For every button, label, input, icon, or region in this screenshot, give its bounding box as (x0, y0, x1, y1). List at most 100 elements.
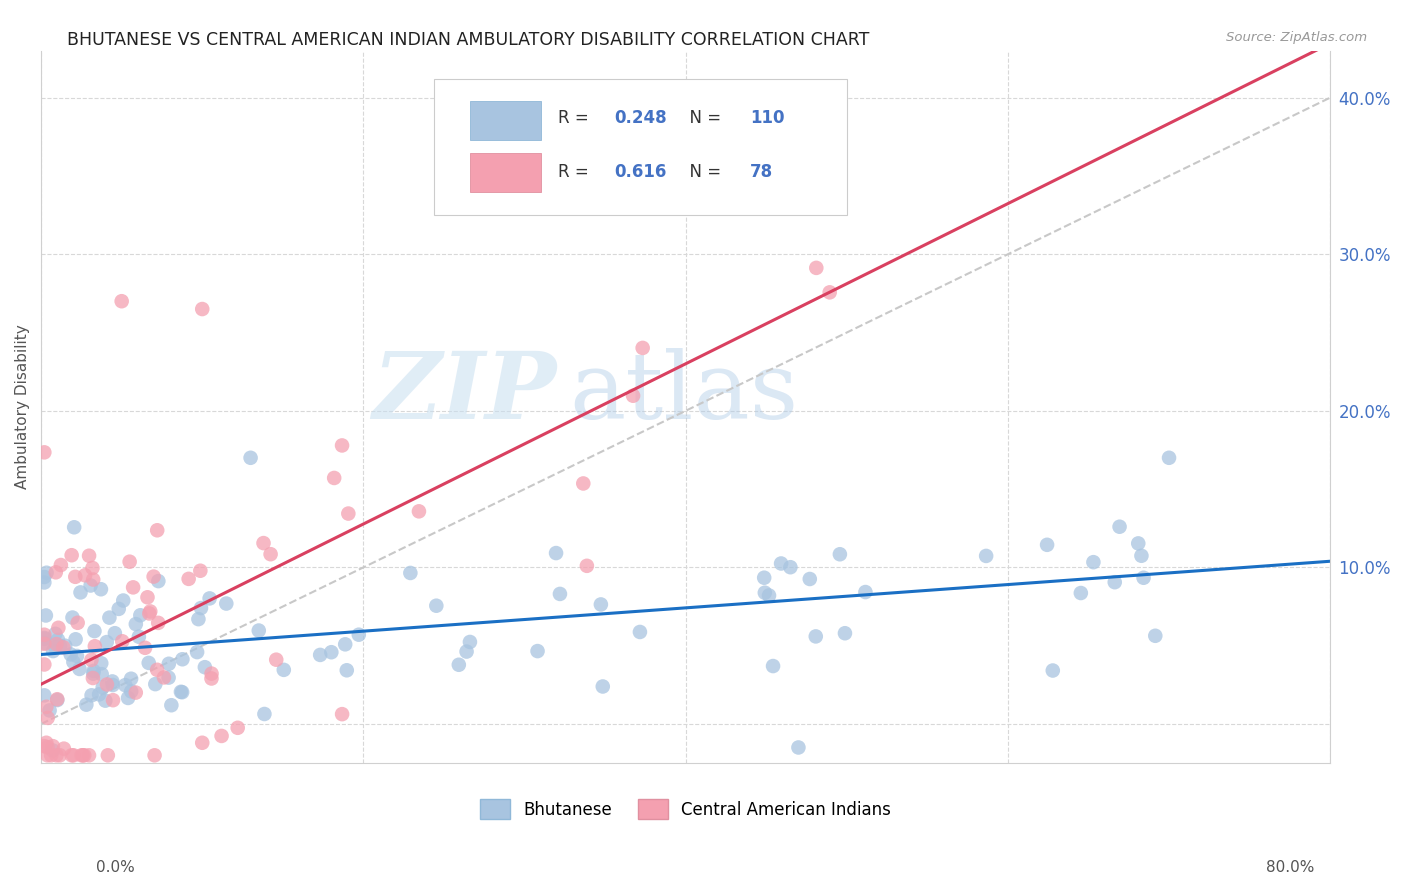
Point (1130, 549, 1153, 563)
Text: 80.0%: 80.0% (1267, 860, 1315, 874)
Point (575, 558, 598, 573)
Point (157, 657, 180, 671)
Point (762, 659, 785, 673)
Point (621, 389, 644, 403)
Point (138, 607, 160, 621)
Point (112, 593, 135, 607)
Point (321, 645, 343, 659)
Point (46, 692, 69, 706)
Point (34, 575, 56, 590)
Point (259, 547, 281, 561)
Point (94, 693, 117, 707)
Point (77, 748, 100, 763)
Point (787, 740, 810, 755)
Point (799, 572, 821, 586)
Point (66, 615, 89, 630)
Point (215, 597, 238, 611)
Point (34, 636, 56, 650)
Point (239, 450, 262, 465)
Point (98, 610, 121, 624)
FancyBboxPatch shape (471, 101, 541, 140)
Point (39, 748, 62, 763)
Point (146, 523, 169, 537)
Point (44, 627, 66, 641)
Point (53, 639, 76, 653)
Point (34, 445, 56, 459)
Point (138, 656, 160, 670)
Point (45, 637, 67, 651)
Point (34, 570, 56, 584)
Point (117, 690, 139, 705)
Legend: Bhutanese, Central American Indians: Bhutanese, Central American Indians (474, 792, 897, 826)
Point (190, 601, 212, 615)
Point (52, 640, 75, 655)
Point (35, 566, 58, 580)
Point (589, 598, 612, 612)
Point (148, 574, 170, 588)
Point (855, 585, 877, 599)
Text: atlas: atlas (569, 348, 799, 438)
Point (806, 260, 828, 275)
Point (191, 301, 214, 316)
Text: N =: N = (679, 109, 727, 127)
Point (35, 699, 58, 714)
Point (65, 570, 87, 584)
Point (211, 729, 233, 743)
Point (1132, 571, 1154, 585)
Point (754, 585, 776, 599)
FancyBboxPatch shape (471, 153, 541, 192)
Point (456, 644, 478, 658)
Point (336, 663, 359, 677)
Point (186, 645, 208, 659)
Point (42, 644, 65, 658)
Point (45, 748, 67, 763)
Point (65, 632, 87, 647)
Point (572, 476, 595, 491)
Point (191, 736, 214, 750)
Point (128, 630, 150, 644)
Point (42, 739, 65, 754)
Point (96, 677, 118, 691)
Point (323, 471, 346, 485)
Point (90, 657, 112, 671)
Point (70, 748, 93, 763)
Point (101, 693, 124, 707)
Point (82, 561, 104, 575)
Point (77, 549, 100, 563)
Y-axis label: Ambulatory Disability: Ambulatory Disability (15, 325, 30, 490)
Point (804, 629, 827, 643)
Point (37, 740, 59, 755)
Point (226, 721, 249, 735)
Point (758, 589, 780, 603)
Point (628, 624, 651, 639)
Point (34, 628, 56, 642)
Point (1083, 555, 1105, 569)
Point (177, 572, 200, 586)
Point (264, 653, 287, 667)
Point (200, 666, 222, 681)
Point (80, 653, 103, 667)
Point (35, 608, 58, 623)
Point (425, 599, 447, 613)
Point (42, 743, 65, 757)
Text: 110: 110 (749, 109, 785, 127)
Point (187, 612, 209, 626)
Point (49, 558, 72, 572)
Point (34, 739, 56, 754)
Point (1128, 536, 1150, 550)
Point (139, 604, 162, 618)
Point (153, 670, 176, 684)
Point (170, 685, 193, 699)
Text: R =: R = (558, 163, 593, 181)
Point (62, 748, 84, 763)
Point (143, 677, 166, 691)
Point (59, 648, 82, 662)
Point (779, 560, 801, 574)
Point (1104, 575, 1126, 590)
Point (79, 578, 101, 592)
Point (458, 635, 481, 649)
Point (1144, 629, 1167, 643)
Point (82, 573, 104, 587)
Point (80, 688, 103, 702)
Point (134, 640, 156, 655)
